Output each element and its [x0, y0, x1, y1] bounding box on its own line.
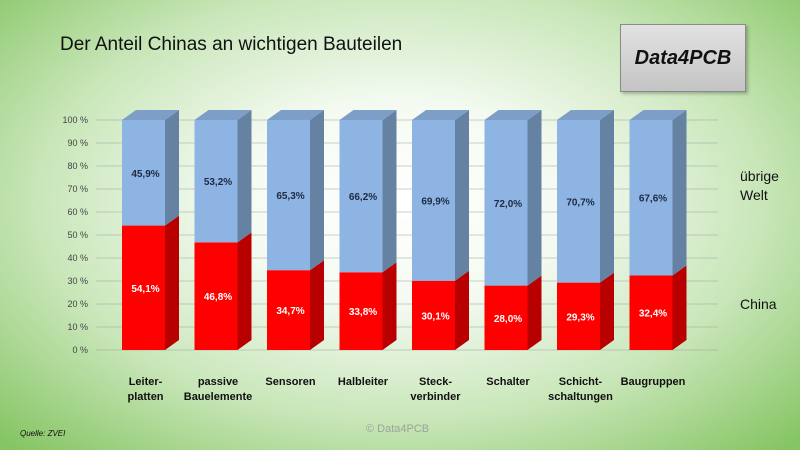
- bar-china-side: [237, 232, 252, 350]
- bar-rest-side: [237, 110, 252, 243]
- bar-rest-side: [455, 110, 469, 281]
- category-label: Schalter: [486, 376, 530, 388]
- y-tick-label: 100 %: [62, 115, 88, 125]
- data-label-china: 33,8%: [349, 307, 377, 318]
- bar-top-cap: [194, 110, 252, 120]
- bar-rest-front: [122, 120, 165, 226]
- data-label-rest: 67,6%: [639, 194, 667, 205]
- y-tick-label: 10 %: [67, 322, 88, 332]
- y-tick-label: 50 %: [67, 230, 88, 240]
- bar-china-side: [310, 260, 324, 350]
- bar-rest-front: [484, 120, 528, 286]
- bar-top-cap: [629, 110, 687, 120]
- bar-rest-front: [339, 120, 383, 273]
- bar-china-side: [672, 265, 687, 350]
- bar-rest-front: [629, 120, 673, 276]
- y-tick-label: 80 %: [67, 161, 88, 171]
- bar-china-front: [339, 272, 383, 350]
- chart-title: Der Anteil Chinas an wichtigen Bauteilen: [60, 34, 403, 55]
- bar-china-side: [600, 272, 614, 350]
- category-label: schaltungen: [548, 391, 613, 403]
- bar-china-front: [557, 282, 600, 350]
- y-tick-label: 30 %: [67, 276, 88, 286]
- data-label-china: 30,1%: [421, 311, 449, 322]
- y-tick-label: 20 %: [67, 299, 88, 309]
- data-label-rest: 66,2%: [349, 192, 377, 203]
- bar-china-front: [629, 275, 673, 350]
- data4pcb-logo: Data4PCB: [620, 24, 746, 92]
- source-note: Quelle: ZVEI: [20, 429, 66, 438]
- category-label: Steck-: [419, 376, 452, 388]
- data-label-china: 28,0%: [494, 314, 522, 325]
- y-tick-label: 70 %: [67, 184, 88, 194]
- bar-top-cap: [557, 110, 614, 120]
- bar-rest-side: [600, 110, 614, 283]
- data-label-rest: 65,3%: [276, 191, 304, 202]
- category-label: Bauelemente: [184, 391, 252, 403]
- bar-china-front: [412, 280, 455, 350]
- category-label: Baugruppen: [621, 376, 686, 388]
- data-label-rest: 69,9%: [421, 196, 449, 207]
- bar-rest-side: [165, 110, 179, 226]
- category-label: Leiter-: [129, 376, 163, 388]
- bar-top-cap: [122, 110, 179, 120]
- bar-top-cap: [484, 110, 542, 120]
- bar-china-side: [527, 275, 542, 350]
- bar-rest-front: [194, 120, 238, 243]
- bar-china-side: [382, 262, 397, 350]
- category-label: platten: [127, 391, 163, 403]
- y-tick-label: 0 %: [72, 345, 88, 355]
- bar-china-front: [122, 225, 165, 350]
- bar-rest-side: [527, 110, 542, 286]
- bar-top-cap: [412, 110, 469, 120]
- data-label-china: 29,3%: [566, 312, 594, 323]
- data-label-china: 34,7%: [276, 306, 304, 317]
- category-label: Schicht-: [559, 376, 603, 388]
- y-tick-label: 90 %: [67, 138, 88, 148]
- y-tick-label: 60 %: [67, 207, 88, 217]
- data-label-rest: 70,7%: [566, 197, 594, 208]
- copyright-note: © Data4PCB: [366, 423, 430, 435]
- bar-rest-side: [672, 110, 687, 276]
- legend-label-rest-of-world: übrige Welt: [740, 168, 779, 203]
- data-label-rest: 45,9%: [131, 169, 159, 180]
- category-label: Sensoren: [265, 376, 315, 388]
- data-label-rest: 53,2%: [204, 177, 232, 188]
- data-label-china: 32,4%: [639, 309, 667, 320]
- logo-text: Data4PCB: [634, 46, 732, 69]
- bar-top-cap: [339, 110, 397, 120]
- y-tick-label: 40 %: [67, 253, 88, 263]
- bar-top-cap: [267, 110, 324, 120]
- bar-china-front: [194, 242, 238, 350]
- bar-china-side: [165, 215, 179, 350]
- bar-rest-side: [382, 110, 397, 273]
- data-label-china: 54,1%: [131, 284, 159, 295]
- bar-china-front: [267, 270, 310, 350]
- legend-label-china: China: [740, 296, 777, 312]
- bar-china-front: [484, 285, 528, 350]
- category-label: passive: [198, 376, 238, 388]
- data-label-china: 46,8%: [204, 292, 232, 303]
- bar-rest-front: [557, 120, 600, 283]
- bar-rest-front: [267, 120, 310, 271]
- bar-rest-side: [310, 110, 324, 271]
- data-label-rest: 72,0%: [494, 199, 522, 210]
- bar-rest-front: [412, 120, 455, 281]
- category-label: Halbleiter: [338, 376, 389, 388]
- bar-china-side: [455, 270, 469, 350]
- category-label: verbinder: [410, 391, 461, 403]
